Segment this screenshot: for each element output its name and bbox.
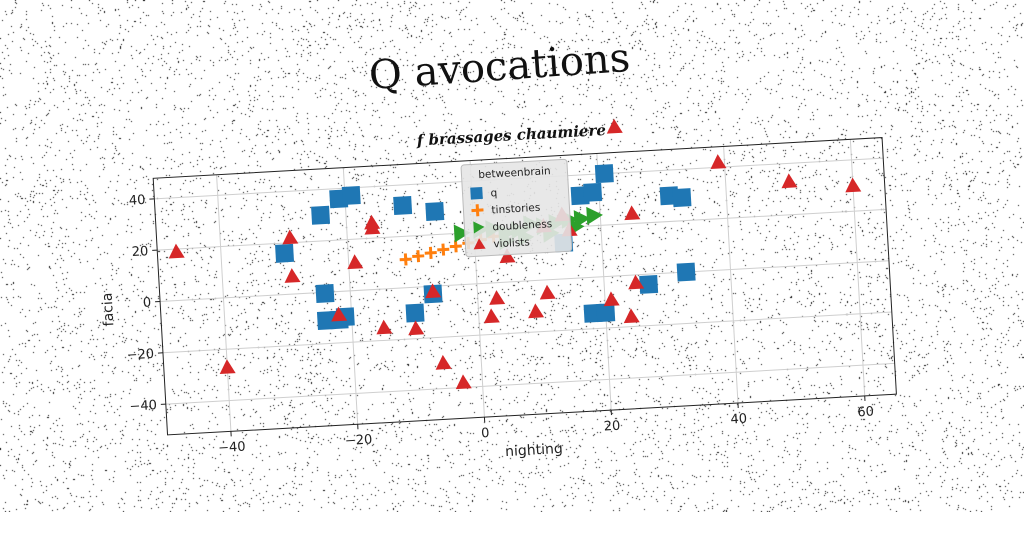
q-point [425, 202, 444, 221]
violists-point [845, 177, 862, 192]
tinstories-point [424, 247, 437, 260]
y-tick-label: 0 [142, 295, 151, 310]
legend-label-q: q [490, 187, 497, 199]
y-grid-line [166, 363, 895, 404]
x-tick-label: 40 [730, 412, 747, 428]
legend-label-violists: violists [493, 236, 530, 250]
y-tick-label: −40 [129, 398, 157, 415]
legend: betweenbrain qtinstoriesdoublenessviolis… [461, 159, 572, 257]
x-tick-label: −20 [344, 432, 372, 449]
violists-point [624, 205, 641, 220]
q-point [275, 244, 294, 263]
violists-point [284, 268, 301, 283]
q-point [311, 206, 330, 225]
y-tick-label: 40 [128, 193, 145, 209]
q-point [406, 303, 425, 322]
violists-point [168, 243, 185, 258]
q-point [639, 275, 658, 294]
y-tick-label: 20 [131, 244, 148, 260]
chart-subtitle: f brassages chaumiere [415, 121, 606, 150]
violists-point [488, 290, 505, 305]
data-markers [162, 105, 871, 405]
x-tick-label: 60 [857, 404, 874, 420]
violists-point [435, 354, 452, 369]
violists-point [455, 374, 472, 389]
x-grid-line [724, 146, 738, 403]
y-grid-line [163, 312, 892, 353]
violists-point [539, 284, 556, 299]
violists-point [219, 359, 236, 374]
y-grid-line [160, 261, 889, 302]
x-grid-line [217, 175, 231, 432]
q-point [342, 186, 361, 205]
tinstories-point [412, 250, 425, 263]
violists-point [527, 303, 544, 318]
violists-point [376, 319, 393, 334]
x-tick-label: −40 [218, 440, 246, 457]
tinstories-point [399, 253, 412, 266]
y-axis-label: facia [100, 292, 118, 327]
q-point [677, 263, 696, 282]
x-axis-label: nighting [505, 441, 563, 460]
legend-marker-q [470, 187, 483, 200]
violists-point [781, 173, 798, 188]
q-point [583, 183, 602, 202]
violists-point [483, 308, 500, 323]
violists-point [623, 308, 640, 323]
x-tick-label: 0 [481, 426, 490, 441]
q-point [672, 188, 691, 207]
tinstories-point [449, 240, 462, 253]
violists-point [606, 118, 623, 133]
y-tick-label: −20 [126, 347, 154, 364]
series-violists [162, 105, 871, 405]
tinstories-point [437, 243, 450, 256]
x-tick-label: 20 [603, 419, 620, 435]
q-point [315, 284, 334, 303]
violists-point [282, 229, 299, 244]
q-point [595, 164, 614, 183]
q-point [393, 196, 412, 215]
